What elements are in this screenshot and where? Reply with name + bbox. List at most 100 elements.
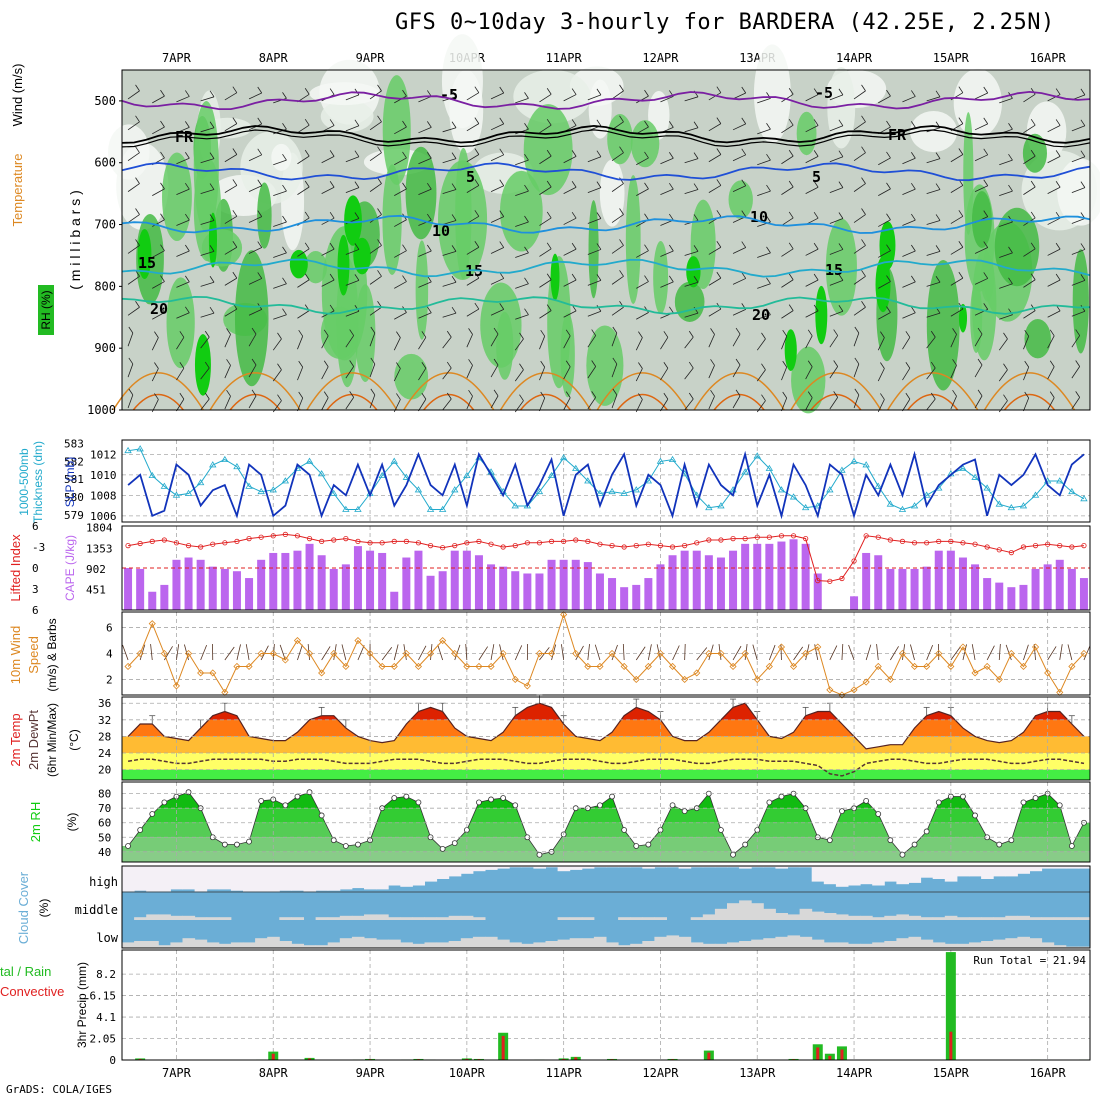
slp-tick: 1012 [90, 448, 117, 461]
wind-barb-flag [782, 329, 788, 337]
wind-barb-flag [905, 361, 911, 369]
thickness-marker [995, 500, 1003, 507]
wind-barb [490, 395, 499, 409]
cape-bar [245, 578, 254, 610]
wind10m-tick: 4 [106, 648, 113, 661]
wind10m-barb [381, 646, 393, 661]
isotherm-warm [790, 372, 882, 411]
li-marker [1020, 544, 1027, 550]
cape-bar [608, 578, 617, 610]
li-marker [887, 537, 893, 543]
wind-barb-flag [226, 359, 231, 366]
wind-barb-flag [451, 214, 457, 221]
cloud-middle-clear [206, 917, 220, 920]
precip-convective-bar [828, 1055, 832, 1060]
wind-barb-flag [612, 357, 618, 365]
wind-barb [974, 333, 983, 347]
precip-tick: 2.05 [90, 1033, 117, 1046]
wind-barb-flag [741, 272, 747, 279]
cloud-low-clear [1017, 936, 1030, 948]
temp-band [122, 703, 1090, 720]
wind-barb [490, 247, 504, 254]
cape-bar [753, 543, 762, 610]
li-marker [851, 558, 857, 564]
wind-barb-flag [370, 357, 376, 365]
isotherm-0 [121, 90, 1091, 110]
cape-bar [438, 571, 447, 610]
temp-axis-label-1: 2m Temp [8, 713, 23, 766]
wind-barb [926, 312, 941, 318]
thickness-marker [814, 502, 822, 509]
wind-barb [878, 219, 891, 227]
rh-marker [875, 811, 882, 817]
wind-barb [442, 158, 457, 164]
li-marker [258, 534, 264, 540]
wind-barb [805, 186, 819, 194]
cloud-middle-clear [908, 915, 922, 920]
wind-barb [781, 279, 794, 288]
wind-barb [587, 310, 602, 317]
wind10m-marker [136, 649, 144, 658]
wind-barb-flag [128, 326, 134, 334]
cloud-high-clear [690, 866, 704, 868]
wind-barb-flag [277, 363, 282, 370]
thickness-tick: 582 [64, 455, 84, 468]
cloud-low-clear [642, 941, 655, 948]
wind-barb-flag [1055, 242, 1061, 250]
wind-barb [200, 189, 215, 195]
wind-barb-flag [1055, 273, 1061, 281]
rh-saturated-core [686, 256, 701, 288]
wind-barb [999, 314, 1013, 320]
wind-barb-flag [669, 244, 674, 252]
wind-barb [200, 312, 215, 318]
li-marker [452, 542, 458, 549]
wind-barb-flag [377, 84, 382, 92]
precip-label-convective: Convective [0, 984, 64, 999]
wind-barb [563, 366, 571, 380]
cape-bar [184, 557, 193, 610]
wind-barb [853, 276, 866, 285]
rh-marker [718, 827, 724, 833]
cloud-high-clear [569, 866, 583, 870]
rh-moist-plume [500, 170, 543, 252]
wind-barb-flag [298, 360, 304, 368]
wind-barb [1047, 125, 1061, 133]
wind-barb [1023, 366, 1030, 381]
wind-barb [878, 95, 891, 104]
rh-band [122, 792, 1090, 794]
wind10m-tick: 2 [106, 673, 113, 686]
wind-barb-flag [669, 182, 674, 190]
thickness-axis-label-2: Thickness (dm) [31, 441, 45, 523]
cloud-low-clear [170, 942, 183, 948]
wind-barb [902, 157, 916, 165]
cloud-low-clear [787, 935, 801, 948]
cloud-high-clear [448, 866, 462, 877]
rh-moist-plume [415, 240, 429, 340]
wind-barb [829, 94, 844, 101]
isotherm-warm [306, 372, 398, 411]
li-marker [706, 537, 712, 543]
wind-barb [732, 154, 746, 162]
thickness-marker [656, 457, 665, 464]
wind10m-barb [876, 644, 879, 661]
wind-barb-flag [861, 270, 866, 277]
wind-barb [611, 245, 624, 254]
wind-barb [200, 96, 215, 102]
cloud-middle-clear [424, 917, 438, 920]
wind-barb [587, 218, 602, 224]
wind-barb [829, 218, 844, 224]
cape-bar [729, 550, 738, 610]
thickness-marker [451, 486, 459, 493]
cloud-middle-clear [823, 913, 837, 920]
temp-axis-label-4: (°C) [67, 729, 81, 750]
wind-barb-flag [474, 148, 480, 155]
cloud-middle-clear [642, 917, 655, 920]
wind-barb [273, 190, 287, 197]
cloud-middle-clear [194, 917, 208, 920]
wind-barb-flag [565, 391, 571, 398]
wind-barb-flag [1075, 329, 1081, 336]
rh-moist-plume [1072, 249, 1089, 354]
rh-marker [899, 851, 906, 858]
rh-moist-plume [382, 164, 402, 275]
cloud-high-clear [860, 866, 873, 885]
